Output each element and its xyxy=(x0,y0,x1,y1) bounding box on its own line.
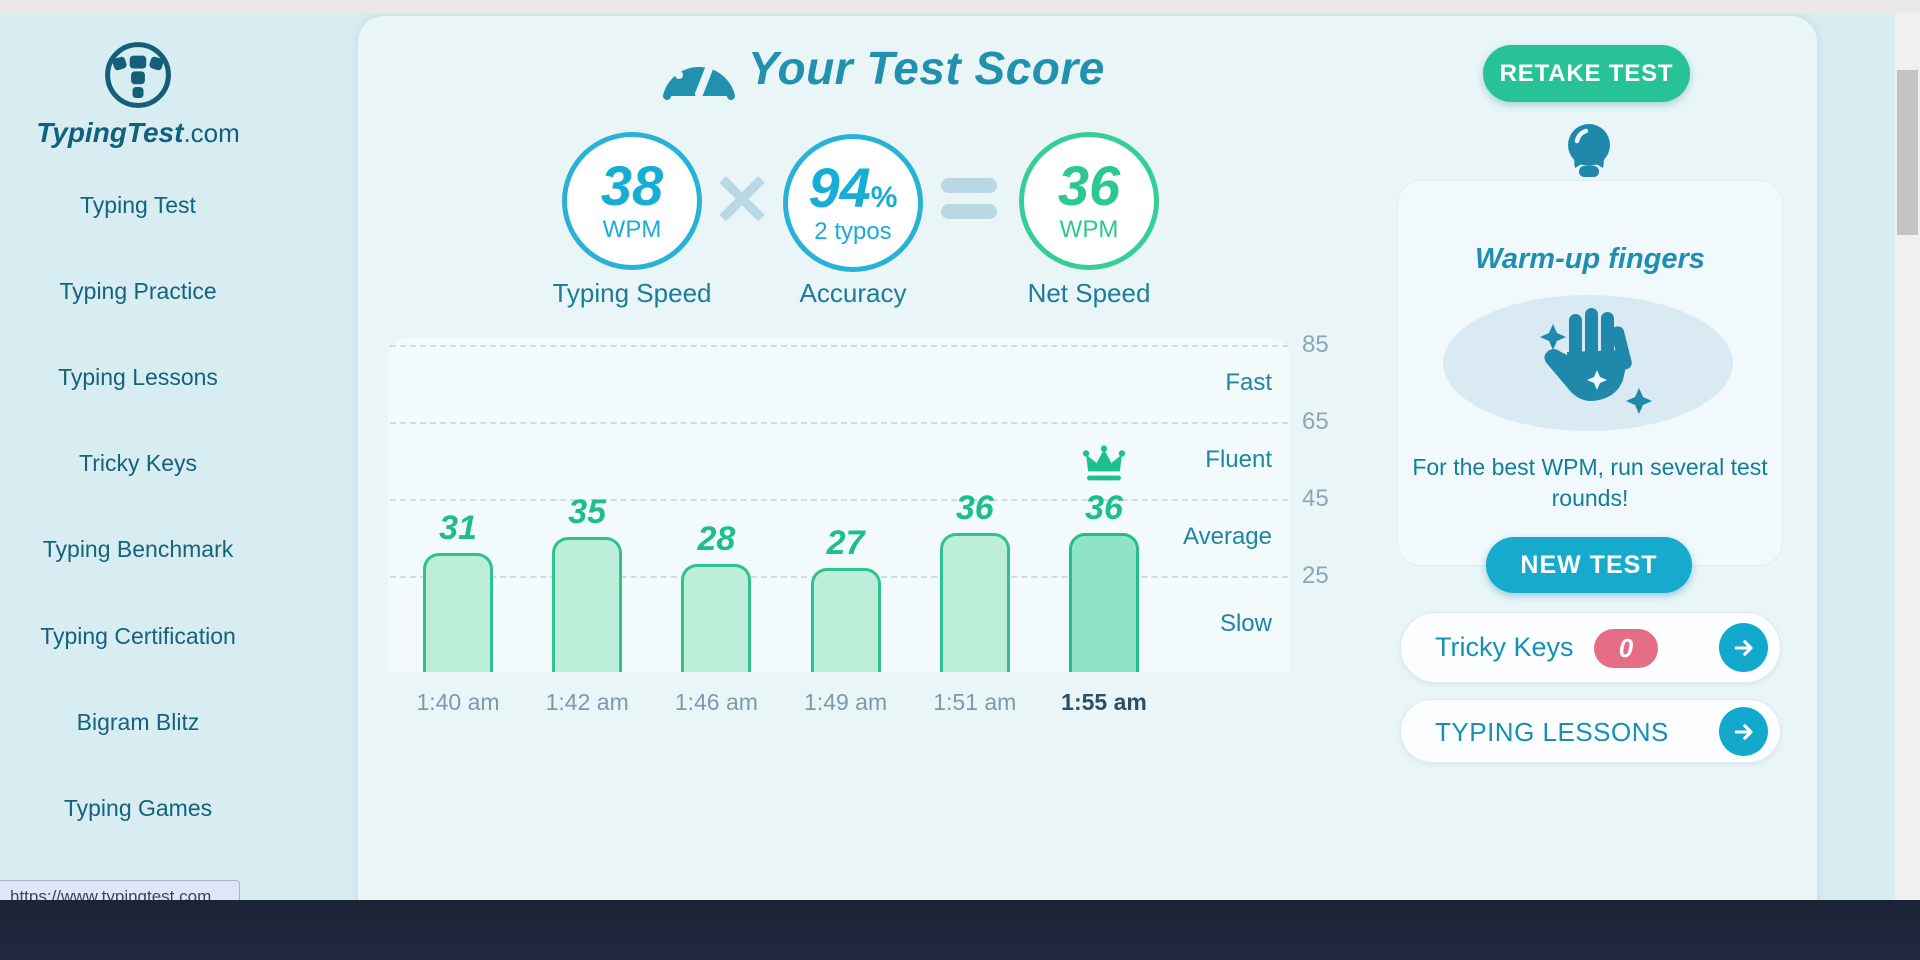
tricky-keys-label: Tricky Keys xyxy=(1435,632,1574,662)
page-title: Your Test Score xyxy=(748,42,1105,94)
net-speed-circle: 36 WPM xyxy=(1019,132,1159,270)
net-speed-unit: WPM xyxy=(1059,215,1119,243)
chart-bar xyxy=(681,564,752,672)
new-test-button[interactable]: NEW TEST xyxy=(1486,537,1692,593)
tricky-keys-arrow-button[interactable] xyxy=(1719,623,1768,672)
equals-sign xyxy=(941,178,997,193)
chart-bar-value: 31 xyxy=(439,509,477,547)
chart-gridline xyxy=(390,344,1288,347)
sidebar-item-typing-test[interactable]: Typing Test xyxy=(80,192,196,218)
chart-bar xyxy=(939,533,1010,672)
warmup-tip-text: For the best WPM, run several test round… xyxy=(1412,454,1768,511)
chart-bar-value: 36 xyxy=(955,489,994,527)
net-speed-value: 36 xyxy=(1057,153,1121,217)
typing-lessons-arrow-button[interactable] xyxy=(1719,707,1768,756)
chart-xtick: 1:46 am xyxy=(674,689,758,715)
chart-gridline xyxy=(390,498,1288,501)
sidebar-item-typing-practice[interactable]: Typing Practice xyxy=(59,278,217,305)
accuracy-label: Accuracy xyxy=(799,278,907,308)
taskbar: Type here to search xyxy=(0,900,1920,960)
chart-band-label-fast: Fast xyxy=(1225,369,1272,397)
arrow-right-icon xyxy=(1734,723,1753,740)
chart-bar-value: 35 xyxy=(568,493,607,531)
logo-brand: TypingTest xyxy=(36,117,184,148)
tricky-keys-badge: 0 xyxy=(1594,629,1658,668)
chart-ytick: 65 xyxy=(1302,407,1329,435)
chart-band-label-average: Average xyxy=(1183,523,1272,551)
sidebar-item-typing-certification[interactable]: Typing Certification xyxy=(40,622,236,649)
chart-gridline xyxy=(390,421,1288,424)
chart-xtick: 1:51 am xyxy=(933,689,1017,715)
accuracy-value: 94 xyxy=(808,155,871,219)
sidebar-item-bigram-blitz[interactable]: Bigram Blitz xyxy=(76,708,200,735)
speedometer-icon xyxy=(663,57,735,100)
chart-xtick: 1:49 am xyxy=(804,689,888,715)
chart-band-label-slow: Slow xyxy=(1219,609,1272,637)
status-bar-url: https://www.typingtest.com xyxy=(0,880,240,900)
typing-lessons-label: TYPING LESSONS xyxy=(1435,717,1669,747)
chart-band-label-fluent: Fluent xyxy=(1205,446,1272,474)
typingtest-logo-icon[interactable] xyxy=(103,40,173,110)
net-speed-label: Net Speed xyxy=(1027,278,1151,308)
chart-bar-value: 28 xyxy=(697,520,736,558)
sidebar-item-typing-games[interactable]: Typing Games xyxy=(63,794,213,821)
warmup-title: Warm-up fingers xyxy=(1475,243,1705,275)
accuracy-percent-sign: % xyxy=(870,180,898,214)
chart-bar xyxy=(1069,533,1139,672)
accuracy-value-row: 94% xyxy=(809,159,898,215)
typing-lessons-row[interactable]: TYPING LESSONS xyxy=(1400,699,1781,763)
scrollbar-thumb[interactable] xyxy=(1897,70,1918,235)
chart-bar-value: 27 xyxy=(826,524,865,562)
chart-ytick: 45 xyxy=(1302,484,1329,512)
typing-speed-unit: WPM xyxy=(602,215,662,243)
tricky-keys-row[interactable]: Tricky Keys 0 xyxy=(1400,612,1781,683)
chart-bar xyxy=(810,568,881,672)
chart-xtick: 1:40 am xyxy=(416,689,500,715)
chart-bar xyxy=(552,537,623,672)
lightbulb-icon xyxy=(1568,124,1610,177)
chart-bar xyxy=(423,553,493,672)
chart-xtick: 1:55 am xyxy=(1061,689,1147,715)
sidebar-item-typing-lessons[interactable]: Typing Lessons xyxy=(58,364,218,391)
browser-page: TypingTest.com Typing Test Typing Practic… xyxy=(0,13,1895,900)
sidebar-item-typing-benchmark[interactable]: Typing Benchmark xyxy=(42,536,234,563)
typing-speed-label: Typing Speed xyxy=(552,278,712,308)
accuracy-typos: 2 typos xyxy=(814,217,892,245)
chart-ytick: 25 xyxy=(1302,561,1329,589)
chart-ytick: 85 xyxy=(1302,330,1329,358)
typing-speed-value: 38 xyxy=(600,153,664,217)
chart-xtick: 1:42 am xyxy=(545,689,629,715)
sparkling-hand-icon xyxy=(1540,308,1652,414)
sidebar-item-tricky-keys[interactable]: Tricky Keys xyxy=(79,450,197,477)
logo-suffix: .com xyxy=(183,118,240,148)
typingtest-logo-text[interactable]: TypingTest.com xyxy=(0,117,276,149)
equals-sign xyxy=(941,204,997,219)
best-score-crown-icon xyxy=(1082,445,1126,481)
chart-bar-value: 36 xyxy=(1085,489,1123,527)
arrow-right-icon xyxy=(1734,639,1753,656)
typing-speed-circle: 38 WPM xyxy=(562,132,702,270)
multiply-sign: ✕ xyxy=(711,161,773,241)
accuracy-circle: 94% 2 typos xyxy=(783,134,923,272)
retake-test-button[interactable]: RETAKE TEST xyxy=(1483,45,1690,102)
